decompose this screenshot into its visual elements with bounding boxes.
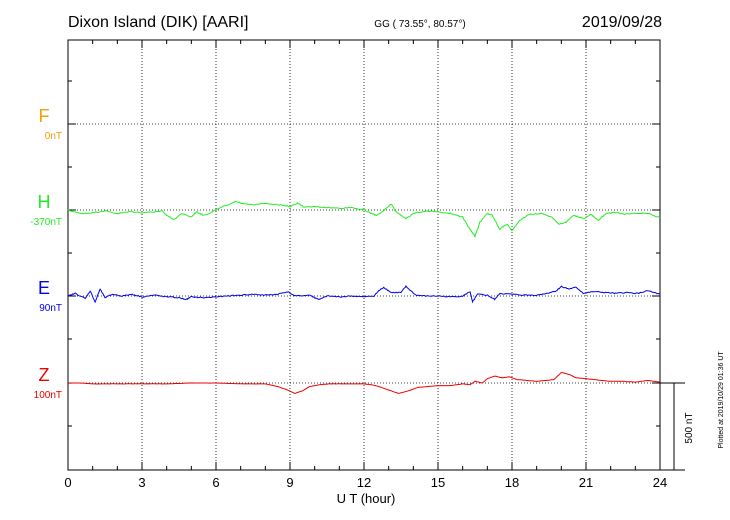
series-line-Z <box>67 371 661 395</box>
series-name-E: E <box>38 278 50 298</box>
x-tick-label-6: 6 <box>212 475 219 490</box>
x-tick-label-24: 24 <box>653 475 667 490</box>
series-baseline-E: 90nT <box>39 303 62 314</box>
x-tick-label-15: 15 <box>431 475 445 490</box>
scale-bar-label: 500 nT <box>684 412 695 443</box>
plot-frame <box>67 39 661 471</box>
chart-title: Dixon Island (DIK) [AARI] <box>68 14 249 31</box>
x-tick-label-12: 12 <box>357 475 371 490</box>
x-tick-label-18: 18 <box>505 475 519 490</box>
chart-date: 2019/09/28 <box>582 14 662 31</box>
series-name-F: F <box>39 106 50 126</box>
series-name-H: H <box>38 192 51 212</box>
x-tick-label-21: 21 <box>579 475 593 490</box>
x-axis-label: U T (hour) <box>337 491 396 506</box>
x-tick-label-9: 9 <box>286 475 293 490</box>
series-line-E <box>67 285 661 304</box>
series-line-H <box>67 200 661 238</box>
chart-subtitle-coords: GG ( 73.55°, 80.57°) <box>374 19 465 30</box>
series-name-Z: Z <box>39 365 50 385</box>
series-baseline-Z: 100nT <box>34 390 62 401</box>
x-tick-label-0: 0 <box>64 475 71 490</box>
x-tick-label-3: 3 <box>138 475 145 490</box>
series-baseline-F: 0nT <box>45 131 62 142</box>
series-baseline-H: -370nT <box>30 217 62 228</box>
plotted-timestamp: Plotted at 2019/10/29 01:36 UT <box>718 351 725 449</box>
